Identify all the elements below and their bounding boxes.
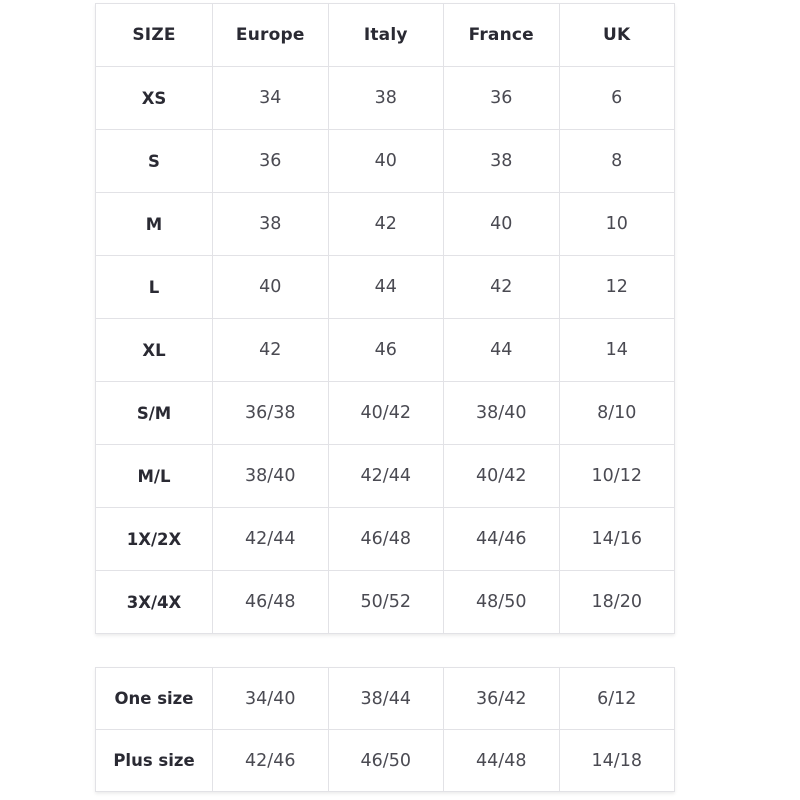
size-value-cell: 38/40 xyxy=(443,381,560,445)
size-value-cell: 44 xyxy=(443,318,560,382)
header-europe: Europe xyxy=(212,3,329,67)
size-value-cell: 42 xyxy=(443,255,560,319)
table-header: SIZE Europe Italy France UK xyxy=(95,3,675,67)
table-row: XL 42 46 44 14 xyxy=(95,318,675,382)
row-label: Plus size xyxy=(95,729,213,792)
size-value-cell: 42 xyxy=(212,318,329,382)
size-value-cell: 14 xyxy=(558,318,675,382)
size-value-cell: 36/38 xyxy=(212,381,329,445)
size-value-cell: 12 xyxy=(558,255,675,319)
size-value-cell: 38/40 xyxy=(212,444,329,508)
size-value-cell: 42/46 xyxy=(212,729,329,792)
header-italy: Italy xyxy=(327,3,444,67)
table-row: S/M 36/38 40/42 38/40 8/10 xyxy=(95,381,675,445)
size-value-cell: 46/48 xyxy=(212,570,329,634)
size-value-cell: 38 xyxy=(212,192,329,256)
table-row: L 40 44 42 12 xyxy=(95,255,675,319)
table-row: 3X/4X 46/48 50/52 48/50 18/20 xyxy=(95,570,675,634)
size-value-cell: 42/44 xyxy=(327,444,444,508)
size-value-cell: 14/18 xyxy=(558,729,675,792)
table-row: One size 34/40 38/44 36/42 6/12 xyxy=(95,667,675,730)
size-value-cell: 8/10 xyxy=(558,381,675,445)
row-label: XL xyxy=(95,318,213,382)
size-table-body: XS 34 38 36 6 S 36 40 38 8 M 38 42 40 10 L 40 44 42 12 XL 42 4… xyxy=(95,66,675,634)
row-label: S xyxy=(95,129,213,193)
size-value-cell: 36 xyxy=(443,66,560,130)
size-conversion-table: SIZE Europe Italy France UK XS 34 38 36 6 S 36… xyxy=(95,3,675,634)
size-value-cell: 50/52 xyxy=(327,570,444,634)
special-sizes-table: One size 34/40 38/44 36/42 6/12 Plus size 42/4… xyxy=(95,667,675,792)
size-value-cell: 42 xyxy=(327,192,444,256)
size-value-cell: 10/12 xyxy=(558,444,675,508)
size-conversion-page: SIZE Europe Italy France UK XS 34 38 36 6 S 36… xyxy=(95,3,675,792)
size-value-cell: 46 xyxy=(327,318,444,382)
size-value-cell: 40/42 xyxy=(443,444,560,508)
size-value-cell: 38 xyxy=(443,129,560,193)
size-value-cell: 36/42 xyxy=(443,667,560,730)
row-label: S/M xyxy=(95,381,213,445)
row-label: M xyxy=(95,192,213,256)
size-value-cell: 40/42 xyxy=(327,381,444,445)
size-value-cell: 44/46 xyxy=(443,507,560,571)
table-row: S 36 40 38 8 xyxy=(95,129,675,193)
table-row: M 38 42 40 10 xyxy=(95,192,675,256)
size-value-cell: 14/16 xyxy=(558,507,675,571)
size-value-cell: 18/20 xyxy=(558,570,675,634)
row-label: 3X/4X xyxy=(95,570,213,634)
size-value-cell: 6/12 xyxy=(558,667,675,730)
table-row: M/L 38/40 42/44 40/42 10/12 xyxy=(95,444,675,508)
size-value-cell: 36 xyxy=(212,129,329,193)
table-row: Plus size 42/46 46/50 44/48 14/18 xyxy=(95,729,675,792)
size-value-cell: 42/44 xyxy=(212,507,329,571)
row-label: XS xyxy=(95,66,213,130)
header-row: SIZE Europe Italy France UK xyxy=(95,3,675,67)
header-size: SIZE xyxy=(95,3,213,67)
table-row: XS 34 38 36 6 xyxy=(95,66,675,130)
header-france: France xyxy=(443,3,560,67)
size-value-cell: 34 xyxy=(212,66,329,130)
size-value-cell: 38 xyxy=(327,66,444,130)
size-value-cell: 38/44 xyxy=(327,667,444,730)
size-value-cell: 40 xyxy=(443,192,560,256)
size-value-cell: 40 xyxy=(327,129,444,193)
header-uk: UK xyxy=(558,3,675,67)
size-value-cell: 44/48 xyxy=(443,729,560,792)
special-sizes-body: One size 34/40 38/44 36/42 6/12 Plus size 42/4… xyxy=(95,667,675,792)
table-row: 1X/2X 42/44 46/48 44/46 14/16 xyxy=(95,507,675,571)
row-label: M/L xyxy=(95,444,213,508)
size-value-cell: 46/48 xyxy=(327,507,444,571)
size-value-cell: 8 xyxy=(558,129,675,193)
size-value-cell: 48/50 xyxy=(443,570,560,634)
row-label: One size xyxy=(95,667,213,730)
size-value-cell: 44 xyxy=(327,255,444,319)
size-value-cell: 6 xyxy=(558,66,675,130)
size-value-cell: 34/40 xyxy=(212,667,329,730)
size-value-cell: 40 xyxy=(212,255,329,319)
size-value-cell: 46/50 xyxy=(327,729,444,792)
row-label: L xyxy=(95,255,213,319)
size-value-cell: 10 xyxy=(558,192,675,256)
row-label: 1X/2X xyxy=(95,507,213,571)
